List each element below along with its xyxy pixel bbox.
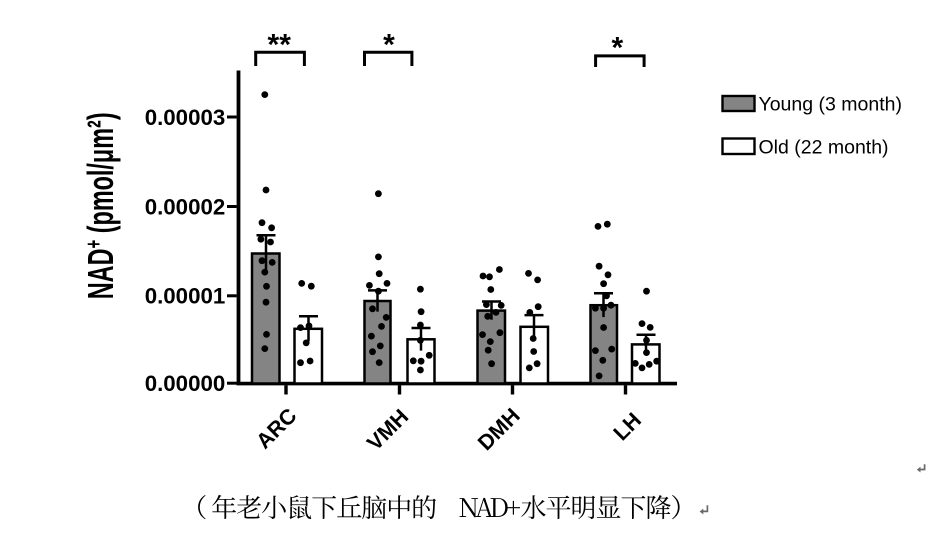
svg-text:0.00000: 0.00000 — [145, 371, 226, 396]
svg-text:*: * — [612, 32, 624, 65]
svg-text:0.00003: 0.00003 — [145, 105, 226, 130]
svg-text:0.00001: 0.00001 — [145, 284, 226, 309]
svg-text:*: * — [383, 29, 395, 62]
svg-text:Old (22 month): Old (22 month) — [759, 137, 889, 159]
svg-text:0.00002: 0.00002 — [145, 194, 226, 219]
svg-text:NAD+ (pmol/μm²): NAD+ (pmol/μm²) — [81, 112, 121, 299]
svg-text:Young (3 month): Young (3 month) — [759, 94, 902, 116]
svg-text:**: ** — [268, 29, 292, 62]
